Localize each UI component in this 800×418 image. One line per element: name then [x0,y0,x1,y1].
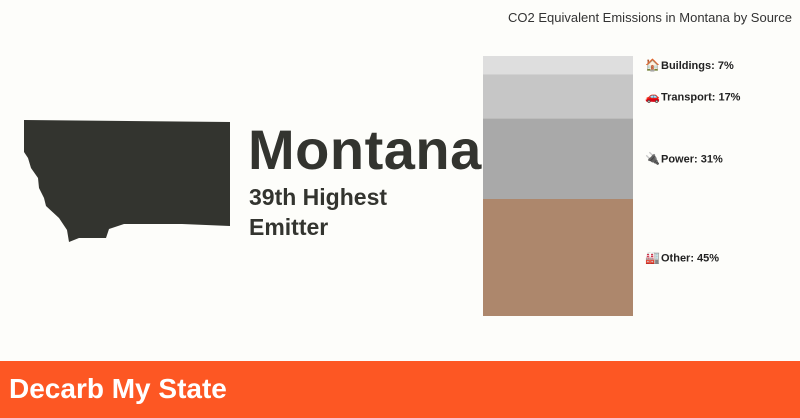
emitter-rank-line-1: 39th Highest [249,184,388,210]
montana-shape [24,120,230,242]
segment-label-text: Transport: 17% [661,91,741,103]
brand-name: Decarb My State [9,373,227,404]
chart-title: CO2 Equivalent Emissions in Montana by S… [508,10,792,25]
emitter-rank-line-2: Emitter [249,214,329,240]
segment-label-power: 🔌 Power: 31% [645,152,723,166]
segment-label-text: Power: 31% [661,154,723,166]
emissions-stacked-bar-chart: 🏭 Other: 45% 🔌 Power: 31% 🚗 Transport: 17% 🏠 Bu… [483,56,741,316]
bar-segment-buildings [483,56,633,75]
segment-label-text: Buildings: 7% [661,60,734,72]
segment-label-buildings: 🏠 Buildings: 7% [645,58,734,72]
montana-map-icon [24,120,230,242]
factory-icon: 🏭 [645,251,660,265]
house-icon: 🏠 [645,58,660,72]
bar-segment-power [483,118,633,199]
bar-segment-other [483,199,633,316]
state-name: Montana [248,118,482,181]
car-icon: 🚗 [645,89,660,103]
segment-label-transport: 🚗 Transport: 17% [645,89,741,103]
segment-label-text: Other: 45% [661,253,719,265]
plug-icon: 🔌 [645,152,660,166]
segment-label-other: 🏭 Other: 45% [645,251,719,265]
bar-segment-transport [483,74,633,119]
footer-banner: Decarb My State [0,361,800,418]
